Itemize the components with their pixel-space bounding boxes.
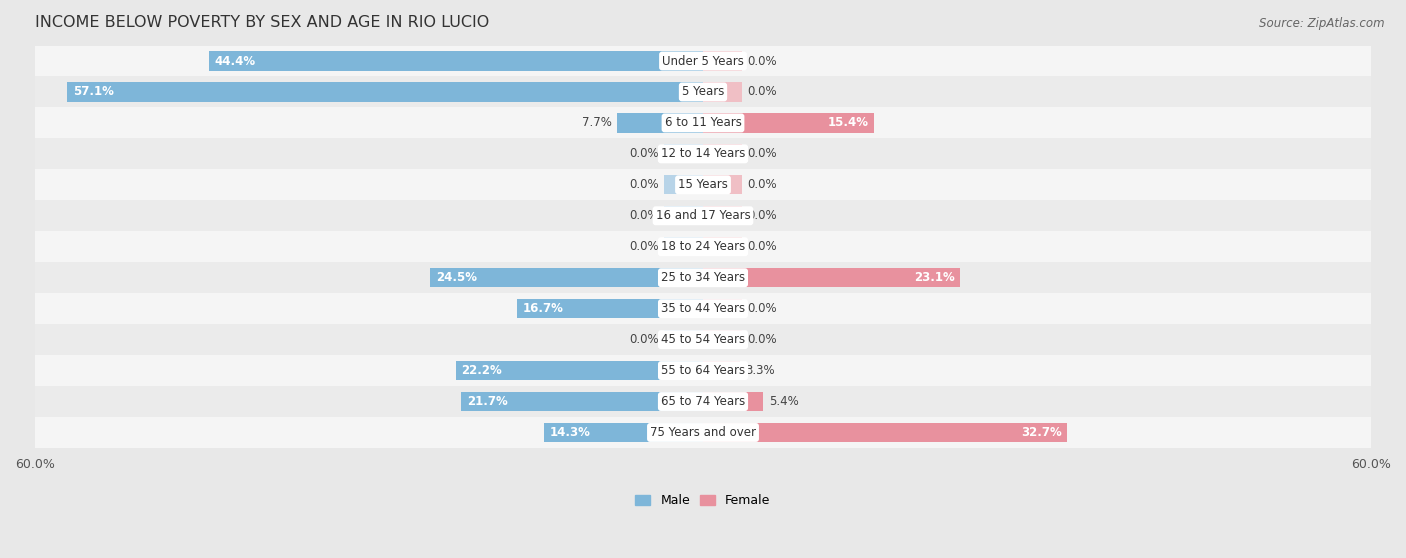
- Text: 55 to 64 Years: 55 to 64 Years: [661, 364, 745, 377]
- Bar: [703, 423, 1067, 442]
- Bar: [35, 231, 1371, 262]
- Text: 16 and 17 Years: 16 and 17 Years: [655, 209, 751, 222]
- Bar: [208, 51, 703, 71]
- Bar: [35, 262, 1371, 293]
- Text: 0.0%: 0.0%: [748, 85, 778, 98]
- Bar: [35, 46, 1371, 76]
- Text: 0.0%: 0.0%: [628, 240, 658, 253]
- Text: 57.1%: 57.1%: [73, 85, 114, 98]
- Bar: [456, 361, 703, 380]
- Text: 15.4%: 15.4%: [828, 117, 869, 129]
- Text: 0.0%: 0.0%: [748, 240, 778, 253]
- Bar: [35, 200, 1371, 231]
- Bar: [517, 299, 703, 318]
- Text: 14.3%: 14.3%: [550, 426, 591, 439]
- Bar: [35, 293, 1371, 324]
- Text: 0.0%: 0.0%: [748, 179, 778, 191]
- Bar: [703, 330, 742, 349]
- Text: 65 to 74 Years: 65 to 74 Years: [661, 395, 745, 408]
- Bar: [703, 206, 742, 225]
- Text: 0.0%: 0.0%: [748, 302, 778, 315]
- Text: 0.0%: 0.0%: [628, 209, 658, 222]
- Text: 12 to 14 Years: 12 to 14 Years: [661, 147, 745, 160]
- Text: 22.2%: 22.2%: [461, 364, 502, 377]
- Bar: [703, 392, 763, 411]
- Bar: [703, 83, 742, 102]
- Bar: [664, 145, 703, 163]
- Text: 35 to 44 Years: 35 to 44 Years: [661, 302, 745, 315]
- Text: 0.0%: 0.0%: [748, 55, 778, 68]
- Text: 25 to 34 Years: 25 to 34 Years: [661, 271, 745, 284]
- Bar: [703, 145, 742, 163]
- Bar: [67, 83, 703, 102]
- Bar: [703, 175, 742, 194]
- Text: 0.0%: 0.0%: [628, 147, 658, 160]
- Bar: [703, 113, 875, 132]
- Bar: [703, 237, 742, 256]
- Text: 6 to 11 Years: 6 to 11 Years: [665, 117, 741, 129]
- Bar: [544, 423, 703, 442]
- Text: 24.5%: 24.5%: [436, 271, 477, 284]
- Bar: [664, 330, 703, 349]
- Text: 0.0%: 0.0%: [748, 333, 778, 346]
- Text: 32.7%: 32.7%: [1021, 426, 1062, 439]
- Bar: [35, 170, 1371, 200]
- Bar: [664, 237, 703, 256]
- Bar: [703, 361, 740, 380]
- Bar: [430, 268, 703, 287]
- Text: 18 to 24 Years: 18 to 24 Years: [661, 240, 745, 253]
- Text: 23.1%: 23.1%: [914, 271, 955, 284]
- Text: 44.4%: 44.4%: [214, 55, 256, 68]
- Bar: [35, 417, 1371, 448]
- Text: Under 5 Years: Under 5 Years: [662, 55, 744, 68]
- Bar: [35, 76, 1371, 108]
- Text: 7.7%: 7.7%: [582, 117, 612, 129]
- Bar: [35, 386, 1371, 417]
- Bar: [617, 113, 703, 132]
- Text: 0.0%: 0.0%: [748, 147, 778, 160]
- Text: 5.4%: 5.4%: [769, 395, 799, 408]
- Text: 45 to 54 Years: 45 to 54 Years: [661, 333, 745, 346]
- Text: 0.0%: 0.0%: [628, 333, 658, 346]
- Legend: Male, Female: Male, Female: [630, 489, 776, 512]
- Bar: [703, 51, 742, 71]
- Text: 5 Years: 5 Years: [682, 85, 724, 98]
- Text: 0.0%: 0.0%: [748, 209, 778, 222]
- Bar: [461, 392, 703, 411]
- Bar: [35, 324, 1371, 355]
- Bar: [664, 206, 703, 225]
- Bar: [35, 355, 1371, 386]
- Bar: [35, 138, 1371, 170]
- Text: 0.0%: 0.0%: [628, 179, 658, 191]
- Bar: [703, 268, 960, 287]
- Text: Source: ZipAtlas.com: Source: ZipAtlas.com: [1260, 17, 1385, 30]
- Text: 3.3%: 3.3%: [745, 364, 775, 377]
- Text: INCOME BELOW POVERTY BY SEX AND AGE IN RIO LUCIO: INCOME BELOW POVERTY BY SEX AND AGE IN R…: [35, 15, 489, 30]
- Text: 21.7%: 21.7%: [467, 395, 508, 408]
- Bar: [35, 108, 1371, 138]
- Text: 75 Years and over: 75 Years and over: [650, 426, 756, 439]
- Text: 16.7%: 16.7%: [523, 302, 564, 315]
- Bar: [703, 299, 742, 318]
- Bar: [664, 175, 703, 194]
- Text: 15 Years: 15 Years: [678, 179, 728, 191]
